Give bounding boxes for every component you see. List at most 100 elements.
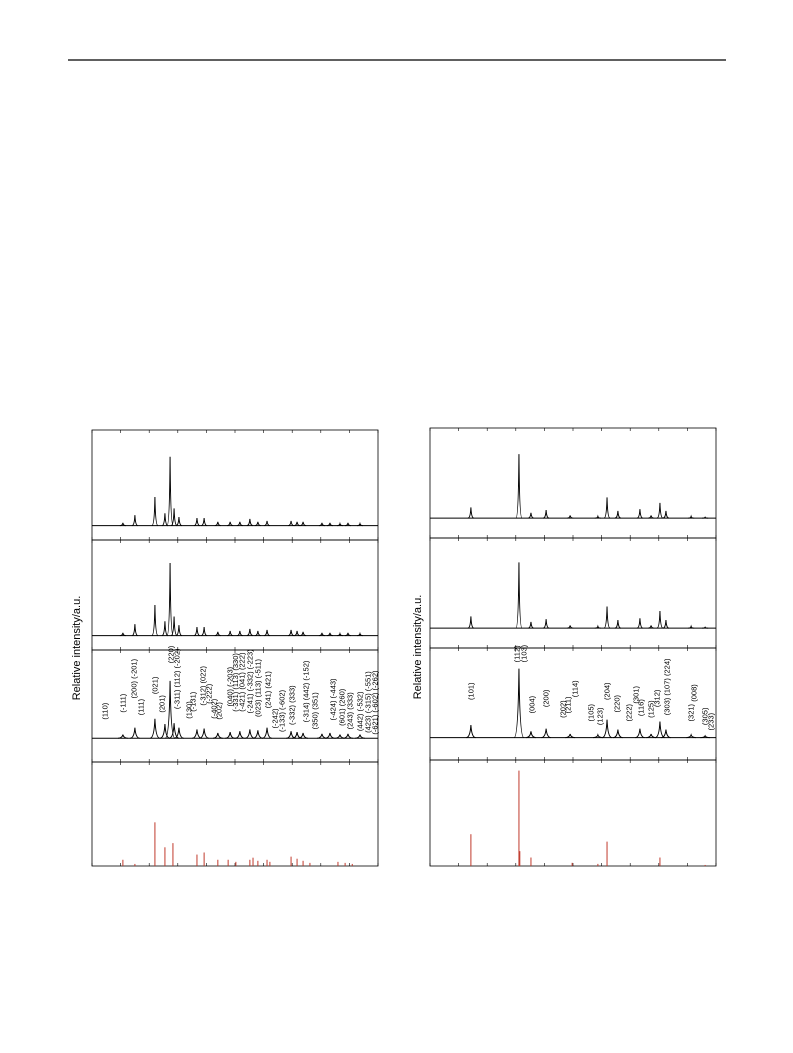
peak-label: (114) [571, 680, 580, 697]
peak [193, 517, 201, 527]
peak-label: (-332) (333) [287, 685, 296, 725]
peak-label: (204) [603, 682, 612, 700]
peak [227, 521, 234, 527]
peak [526, 731, 536, 739]
y-axis-label: Relative intensity/a.u. [412, 595, 424, 700]
peak [603, 497, 611, 519]
peak [325, 732, 335, 739]
peak-label: (243) (333) [345, 692, 354, 730]
peak [254, 521, 261, 527]
peak [702, 626, 709, 629]
peak [603, 606, 611, 629]
peak [161, 621, 169, 637]
peak [263, 629, 271, 637]
peak [686, 733, 696, 739]
peak [344, 522, 352, 527]
peak-label: (-421) (041) (222) [237, 652, 246, 712]
peak [199, 728, 209, 739]
peak-label: (350) (351) [311, 692, 320, 730]
peak [236, 630, 243, 637]
peak [214, 631, 221, 637]
peak [356, 631, 364, 637]
peak-label: (101) [466, 682, 475, 700]
peak [541, 728, 551, 739]
peak-label: (233) [707, 712, 716, 730]
peak [246, 628, 253, 637]
peak-label: (423) (-315) (-551) [363, 671, 372, 733]
peak [602, 719, 612, 739]
peak [594, 624, 601, 629]
panel-frame [429, 647, 717, 761]
peak [593, 733, 603, 739]
peak [193, 627, 201, 637]
peak-label: (040) (-203) [226, 666, 235, 706]
peak [170, 508, 178, 527]
peak [201, 517, 208, 527]
peak [254, 630, 261, 637]
peak [166, 562, 174, 637]
peak [336, 631, 343, 637]
panel-frame [429, 427, 717, 539]
peak [565, 733, 575, 739]
peak-label: (201) [158, 695, 167, 713]
peak-label: (305) [701, 707, 710, 725]
peak [317, 733, 327, 739]
peak-label: (222) [625, 703, 634, 721]
peak [235, 731, 245, 739]
peak-label: (-314) (442) (-152) [301, 660, 310, 722]
peak [356, 521, 364, 527]
peak [151, 496, 159, 527]
peak-label: (-133) (-602) [277, 689, 286, 732]
peak-label: (312) [653, 689, 662, 707]
peak [119, 632, 126, 637]
peak [515, 562, 523, 629]
peak-label: (200) (-201) [130, 658, 139, 698]
peak [227, 630, 234, 637]
peak [656, 611, 664, 629]
peak [161, 513, 169, 527]
peak [515, 454, 523, 519]
peak [662, 620, 670, 629]
peak [355, 734, 365, 739]
peak [294, 630, 301, 637]
peak-label: (110) [100, 702, 109, 719]
peak [326, 522, 333, 527]
peak [336, 521, 343, 527]
peak [613, 729, 623, 739]
peak [344, 632, 352, 637]
peak [326, 632, 333, 637]
peak [661, 729, 671, 739]
peak [225, 731, 235, 739]
peak [160, 724, 170, 739]
peak-label: (241) (421) [263, 671, 272, 709]
peak [213, 732, 223, 739]
peak [119, 522, 126, 527]
peak [298, 732, 308, 739]
peak-label: (-402) [210, 698, 219, 719]
peak [174, 727, 184, 739]
peak-label: (442) (-532) [355, 691, 364, 731]
peak [170, 616, 178, 637]
peak-label: (-621) (-602) (-262) [371, 670, 380, 735]
peak [648, 515, 655, 519]
peak [700, 734, 710, 739]
peak [636, 618, 644, 629]
peak [318, 522, 325, 527]
peak-label: (-312) (022) [198, 665, 207, 705]
peak [688, 514, 695, 519]
panel-frame [429, 537, 717, 649]
peak-label: (220) [613, 695, 622, 713]
panel-frame [429, 759, 717, 867]
peak-label: (125) [647, 700, 656, 718]
peak [131, 515, 139, 527]
peak-label: (130) [184, 701, 193, 719]
peak-label: (-111) [118, 693, 127, 712]
panel-frame [91, 539, 379, 651]
y-axis-label: Relative intensity/a.u. [71, 596, 83, 701]
peak-label: (-424) (-443) [329, 678, 338, 721]
peak-label: (123) [595, 707, 604, 725]
peak [656, 502, 664, 519]
peak-label: (103) [520, 644, 529, 662]
peak [201, 627, 208, 637]
